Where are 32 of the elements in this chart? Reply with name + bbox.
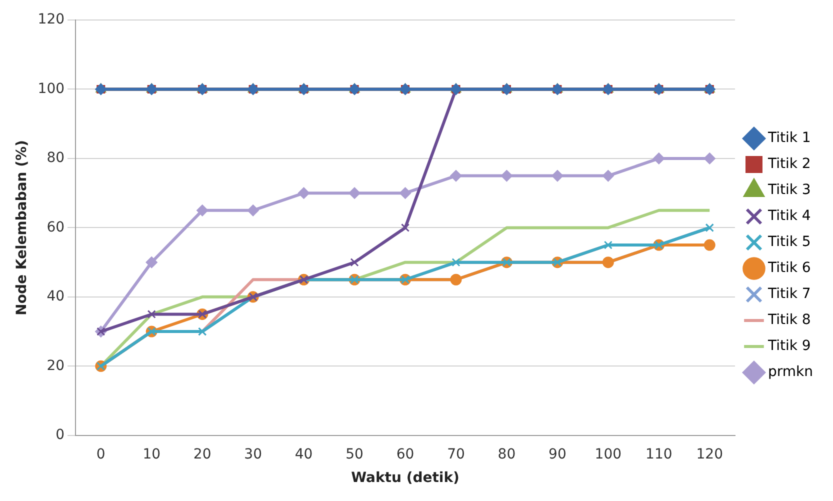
y-tick-label: 120: [38, 12, 65, 28]
legend-label: Titik 5: [766, 234, 811, 250]
x-tick-label: 40: [294, 446, 313, 462]
x-tick-label: 120: [696, 446, 723, 462]
legend-label: Titik 3: [766, 182, 811, 198]
x-tick-label: 80: [498, 446, 516, 462]
x-tick-label: 70: [447, 446, 465, 462]
legend-label: Titik 8: [766, 312, 811, 328]
legend-label: Titik 6: [766, 260, 811, 276]
x-axis-title: Waktu (detik): [351, 470, 460, 486]
x-tick-label: 20: [193, 446, 212, 462]
y-tick-label: 0: [56, 427, 65, 444]
legend-label: Titik 4: [766, 208, 811, 224]
x-tick-label: 30: [244, 446, 262, 462]
x-tick-label: 60: [396, 446, 414, 462]
y-tick-label: 100: [38, 80, 65, 97]
x-tick-label: 0: [96, 446, 106, 462]
x-tick-label: 110: [646, 446, 672, 462]
x-tick-label: 10: [142, 446, 161, 462]
legend-label: Titik 2: [766, 156, 811, 172]
y-axis-title: Node Kelembaban (%): [14, 140, 30, 316]
y-tick-label: 60: [46, 219, 65, 236]
y-tick-label: 40: [46, 288, 65, 305]
legend-label: Titik 1: [766, 130, 811, 146]
x-tick-label: 90: [548, 446, 566, 462]
x-tick-label: 100: [594, 446, 622, 462]
legend-label: prmkn: [768, 364, 813, 380]
y-tick-label: 20: [46, 358, 65, 374]
legend-label: Titik 9: [766, 338, 811, 354]
x-tick-label: 50: [346, 446, 364, 462]
y-tick-label: 80: [46, 150, 65, 166]
legend-label: Titik 7: [766, 286, 811, 302]
